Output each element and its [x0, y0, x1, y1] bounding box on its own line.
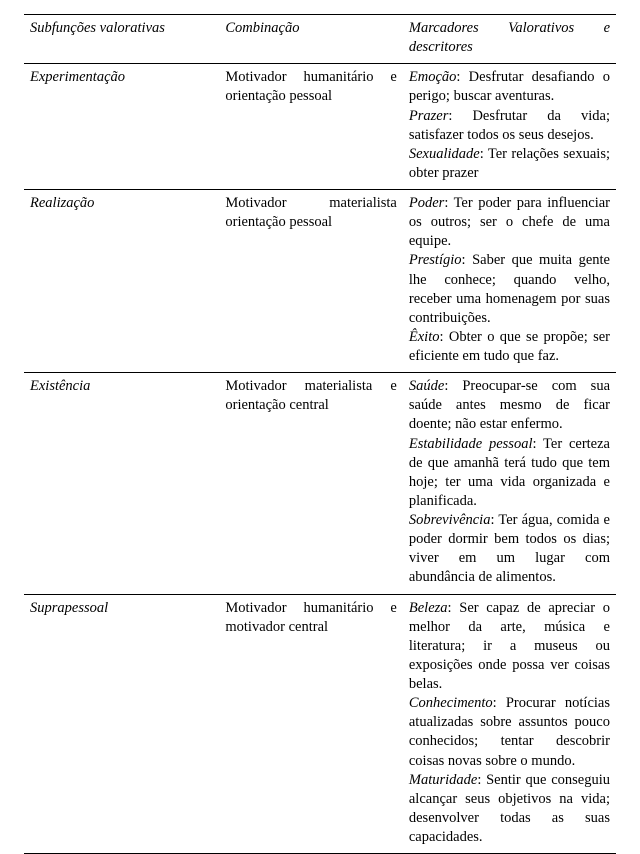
- header-col-subfuncoes: Subfunções valorativas: [24, 15, 219, 64]
- table-row: SuprapessoalMotivador humanitário e moti…: [24, 594, 616, 854]
- marker-label: Sexualidade: [409, 146, 480, 162]
- cell-combinacao: Motivador humanitário e orientação pesso…: [219, 64, 403, 190]
- marker-label: Prazer: [409, 108, 448, 124]
- cell-marcadores: Saúde: Preocupar-se com sua saúde antes …: [403, 373, 616, 594]
- header-col-marcadores: Marcadores Valorativos e descritores: [403, 15, 616, 64]
- cell-subfuncao: Experimentação: [24, 64, 219, 190]
- marker-desc: : Obter o que se propõe; ser eficiente e…: [409, 329, 610, 364]
- marker-label: Conhecimento: [409, 695, 493, 711]
- marker-label: Maturidade: [409, 772, 477, 788]
- table-row: ExperimentaçãoMotivador humanitário e or…: [24, 64, 616, 190]
- cell-marcadores: Beleza: Ser capaz de apreciar o melhor d…: [403, 594, 616, 854]
- table-row: RealizaçãoMotivador materialista orienta…: [24, 190, 616, 373]
- marker-label: Saúde: [409, 378, 444, 394]
- marker-label: Sobrevivência: [409, 512, 491, 528]
- marker-label: Emoção: [409, 69, 457, 85]
- cell-marcadores: Emoção: Desfrutar desafiando o perigo; b…: [403, 64, 616, 190]
- table-body: ExperimentaçãoMotivador humanitário e or…: [24, 64, 616, 854]
- cell-combinacao: Motivador humanitário e motivador centra…: [219, 594, 403, 854]
- table-header: Subfunções valorativas Combinação Marcad…: [24, 15, 616, 64]
- cell-marcadores: Poder: Ter poder para influenciar os out…: [403, 190, 616, 373]
- cell-subfuncao: Existência: [24, 373, 219, 594]
- cell-subfuncao: Realização: [24, 190, 219, 373]
- marker-label: Poder: [409, 195, 444, 211]
- table-row: ExistênciaMotivador materialista e orien…: [24, 373, 616, 594]
- page: Subfunções valorativas Combinação Marcad…: [0, 0, 640, 817]
- marker-label: Estabilidade pessoal: [409, 436, 533, 452]
- marker-label: Prestígio: [409, 252, 462, 268]
- header-col-combinacao: Combinação: [219, 15, 403, 64]
- header-row: Subfunções valorativas Combinação Marcad…: [24, 15, 616, 64]
- marker-label: Beleza: [409, 600, 448, 616]
- cell-subfuncao: Suprapessoal: [24, 594, 219, 854]
- cell-combinacao: Motivador materialista e orientação cent…: [219, 373, 403, 594]
- values-table: Subfunções valorativas Combinação Marcad…: [24, 14, 616, 854]
- cell-combinacao: Motivador materialista orientação pessoa…: [219, 190, 403, 373]
- marker-label: Êxito: [409, 329, 440, 345]
